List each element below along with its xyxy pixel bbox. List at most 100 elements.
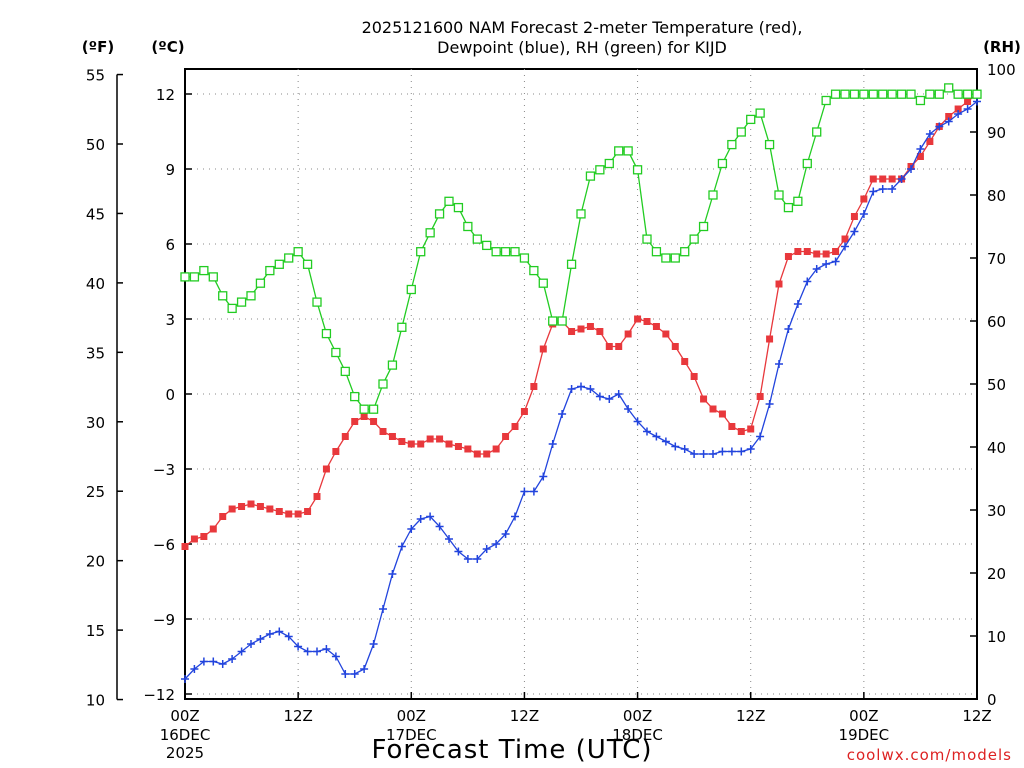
temperature-point [879,175,887,183]
rh-point [680,247,690,257]
temperature-point [304,508,312,515]
dewpoint-point [482,545,491,553]
dewpoint-point [888,185,897,193]
dewpoint-point [907,165,915,173]
rh-point [566,259,577,269]
rh-point [208,272,218,282]
dewpoint-point [567,385,576,393]
temperature-point [360,413,368,420]
dewpoint-point [916,145,925,153]
celsius-tick-label: −12 [143,686,175,704]
dewpoint-point [294,642,303,651]
temperature-point [388,433,396,440]
rh-point [755,108,765,118]
temperature-point [577,325,585,333]
rh-tick-label: 70 [987,250,1006,268]
rh-point [972,89,982,99]
temperature-point [784,253,792,260]
rh-point [783,202,794,213]
temperature-point [700,395,708,403]
temperature-point [624,330,632,338]
temperature-point [803,248,811,255]
rh-point [246,291,256,301]
temperature-point [945,113,953,120]
rh-point [274,259,284,269]
temperature-point [247,500,255,508]
rh-point [670,253,680,263]
rh-point [538,278,548,288]
dewpoint-point [671,442,680,451]
rh-tick-label: 10 [987,628,1006,646]
temperature-point [539,345,547,353]
x-axis-label: Forecast Time (UTC) [371,735,652,765]
rh-point [482,240,492,251]
temperature-point [341,433,349,440]
temperature-point [596,328,604,335]
dewpoint-point [190,665,199,673]
temperature-point [219,513,227,520]
temperature-point [690,373,698,380]
rh-point [529,265,539,276]
x-tick-date-label: 19DEC [839,726,890,744]
rh-point [632,165,643,175]
rh-point [849,89,860,99]
rh-point [953,89,963,99]
dewpoint-point [784,325,793,333]
dewpoint-point [925,130,934,138]
temperature-point [756,393,764,400]
temperature-point [426,435,434,443]
x-tick-label: 00Z [170,707,199,725]
rh-point [585,171,596,181]
rh-point [868,89,878,99]
rh-point [595,165,605,175]
temperature-point [888,175,896,183]
dewpoint-point [859,210,868,218]
dewpoint-point [756,432,765,441]
dewpoint-point [237,647,246,656]
temperature-point [916,153,924,160]
temperature-point [228,505,236,513]
x-tick-label: 12Z [962,707,991,725]
temperature-point [238,503,246,510]
rh-point [463,221,473,232]
temperature-point [256,503,264,510]
temperature-point [832,248,840,255]
rh-tick-label: 60 [987,313,1006,331]
fahrenheit-tick-label: 25 [86,483,105,501]
dewpoint-point [822,260,831,268]
dewpoint-point [633,417,642,426]
x-tick-label: 00Z [849,707,878,725]
rh-tick-label: 100 [987,61,1016,79]
celsius-tick-label: −3 [153,461,175,479]
dewpoint-point [416,515,425,523]
fahrenheit-tick-label: 15 [86,622,105,640]
dewpoint-point [558,410,567,418]
x-tick-year-label: 2025 [166,744,204,762]
temperature-point [398,438,406,445]
x-tick-date-label: 17DEC [386,726,437,744]
temperature-point [454,443,462,450]
dewpoint-point [247,640,255,648]
rh-point [727,139,737,150]
dewpoint-point [199,657,208,666]
temperature-point [417,440,425,448]
rh-point [906,89,916,99]
x-tick-label: 12Z [283,707,312,725]
x-tick-label: 00Z [397,707,426,725]
rh-point [708,190,718,200]
rh-point [717,158,728,169]
source-credit: coolwx.com/models [847,746,1012,764]
rh-point [500,247,511,257]
temperature-point [586,323,594,330]
rh-point [642,234,652,244]
temperature-point [313,493,321,500]
temperature-point [200,533,208,540]
celsius-tick-label: 0 [165,386,175,404]
dewpoint-point [746,445,755,453]
celsius-tick-label: 12 [156,86,175,104]
dewpoint-point [426,512,435,521]
celsius-tick-label: −6 [153,536,175,554]
x-tick-date-label: 18DEC [612,726,663,744]
rh-point [887,89,897,99]
rh-point [651,247,662,257]
